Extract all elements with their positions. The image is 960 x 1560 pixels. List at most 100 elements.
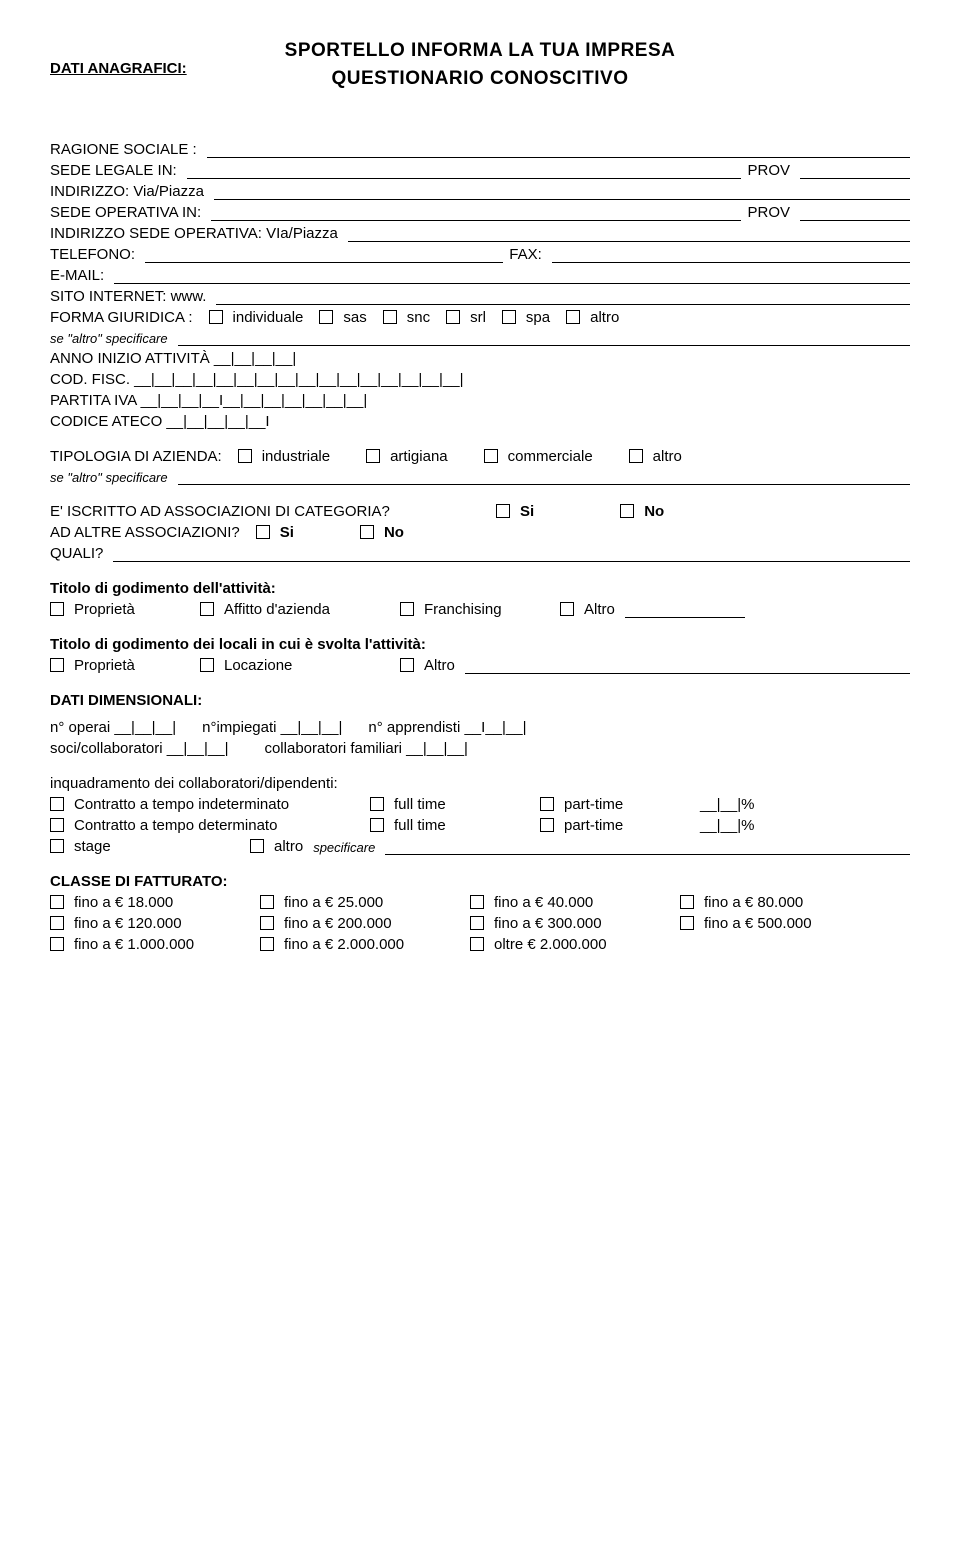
field-telefono[interactable] [145, 247, 503, 263]
checkbox-sas[interactable] [319, 310, 333, 324]
checkbox-indet[interactable] [50, 797, 64, 811]
checkbox-altre-assoc-si[interactable] [256, 525, 270, 539]
checkbox-ga-proprieta[interactable] [50, 602, 64, 616]
checkbox-f-oltre2m[interactable] [470, 937, 484, 951]
field-dim-altro[interactable] [385, 839, 910, 855]
checkbox-det-parttime[interactable] [540, 818, 554, 832]
opt-f-25: fino a € 25.000 [284, 894, 454, 911]
label-cod-fisc: COD. FISC. __|__|__|__|__|__|__|__|__|__… [50, 371, 463, 388]
field-se-altro-tipologia[interactable] [178, 469, 910, 485]
row-indirizzo-sede-op: INDIRIZZO SEDE OPERATIVA: VIa/Piazza [50, 225, 910, 242]
checkbox-gl-proprieta[interactable] [50, 658, 64, 672]
checkbox-spa[interactable] [502, 310, 516, 324]
checkbox-dim-altro[interactable] [250, 839, 264, 853]
checkbox-f-2m[interactable] [260, 937, 274, 951]
field-indirizzo-sede-op[interactable] [348, 226, 910, 242]
checkbox-det-fulltime[interactable] [370, 818, 384, 832]
opt-forma-altro: altro [590, 309, 619, 326]
label-indet-pct: __|__|% [700, 796, 755, 813]
field-ga-altro[interactable] [625, 602, 745, 618]
label-no-2: No [384, 524, 404, 541]
label-anno-inizio: ANNO INIZIO ATTIVITÀ __|__|__|__| [50, 350, 296, 367]
field-prov-1[interactable] [800, 163, 910, 179]
checkbox-f-1m[interactable] [50, 937, 64, 951]
checkbox-altre-assoc-no[interactable] [360, 525, 374, 539]
label-det-fulltime: full time [394, 817, 524, 834]
field-se-altro-forma[interactable] [178, 330, 910, 346]
opt-commerciale: commerciale [508, 448, 593, 465]
checkbox-stage[interactable] [50, 839, 64, 853]
opt-gl-altro: Altro [424, 657, 455, 674]
label-telefono: TELEFONO: [50, 246, 135, 263]
row-email: E-MAIL: [50, 267, 910, 284]
field-sede-legale[interactable] [187, 163, 742, 179]
opt-ga-proprieta: Proprietà [74, 601, 184, 618]
opt-f-200: fino a € 200.000 [284, 915, 454, 932]
opt-artigiana: artigiana [390, 448, 448, 465]
checkbox-artigiana[interactable] [366, 449, 380, 463]
label-indet-fulltime: full time [394, 796, 524, 813]
checkbox-srl[interactable] [446, 310, 460, 324]
checkbox-f-200[interactable] [260, 916, 274, 930]
label-sito: SITO INTERNET: www. [50, 288, 206, 305]
title-godimento-attivita: Titolo di godimento dell'attività: [50, 580, 910, 597]
checkbox-gl-altro[interactable] [400, 658, 414, 672]
field-fax[interactable] [552, 247, 910, 263]
row-indirizzo: INDIRIZZO: Via/Piazza [50, 183, 910, 200]
checkbox-f-25[interactable] [260, 895, 274, 909]
label-ragione-sociale: RAGIONE SOCIALE : [50, 141, 197, 158]
opt-spa: spa [526, 309, 550, 326]
label-tipologia: TIPOLOGIA DI AZIENDA: [50, 448, 222, 465]
row-dimensionali-2: soci/collaboratori __|__|__| collaborato… [50, 740, 910, 757]
checkbox-industriale[interactable] [238, 449, 252, 463]
row-fatturato-3: fino a € 1.000.000 fino a € 2.000.000 ol… [50, 936, 910, 953]
label-indirizzo-sede-op: INDIRIZZO SEDE OPERATIVA: VIa/Piazza [50, 225, 338, 242]
checkbox-tipologia-altro[interactable] [629, 449, 643, 463]
opt-f-120: fino a € 120.000 [74, 915, 244, 932]
checkbox-ga-affitto[interactable] [200, 602, 214, 616]
field-sede-operativa[interactable] [211, 205, 741, 221]
opt-f-oltre2m: oltre € 2.000.000 [494, 936, 607, 953]
checkbox-ga-altro[interactable] [560, 602, 574, 616]
row-se-altro-tipologia: se "altro" specificare [50, 469, 910, 485]
label-inquadramento: inquadramento dei collaboratori/dipenden… [50, 775, 338, 792]
label-altre-assoc: AD ALTRE ASSOCIAZIONI? [50, 524, 240, 541]
row-stage-altro: stage altro specificare [50, 838, 910, 855]
opt-f-500: fino a € 500.000 [704, 915, 812, 932]
field-gl-altro[interactable] [465, 658, 910, 674]
field-email[interactable] [114, 268, 910, 284]
opt-f-18: fino a € 18.000 [74, 894, 244, 911]
checkbox-snc[interactable] [383, 310, 397, 324]
field-quali[interactable] [113, 546, 910, 562]
label-prov-1: PROV [747, 162, 790, 179]
checkbox-indet-fulltime[interactable] [370, 797, 384, 811]
checkbox-det[interactable] [50, 818, 64, 832]
checkbox-f-18[interactable] [50, 895, 64, 909]
checkbox-forma-altro[interactable] [566, 310, 580, 324]
field-prov-2[interactable] [800, 205, 910, 221]
checkbox-f-80[interactable] [680, 895, 694, 909]
checkbox-indet-parttime[interactable] [540, 797, 554, 811]
checkbox-gl-locazione[interactable] [200, 658, 214, 672]
label-quali: QUALI? [50, 545, 103, 562]
checkbox-commerciale[interactable] [484, 449, 498, 463]
checkbox-assoc-cat-no[interactable] [620, 504, 634, 518]
row-dimensionali-1: n° operai __|__|__| n°impiegati __|__|__… [50, 719, 910, 736]
checkbox-individuale[interactable] [209, 310, 223, 324]
checkbox-f-500[interactable] [680, 916, 694, 930]
field-sito[interactable] [216, 289, 910, 305]
checkbox-f-40[interactable] [470, 895, 484, 909]
checkbox-ga-franchising[interactable] [400, 602, 414, 616]
checkbox-assoc-cat-si[interactable] [496, 504, 510, 518]
field-ragione-sociale[interactable] [207, 142, 910, 158]
label-indet: Contratto a tempo indeterminato [74, 796, 354, 813]
label-soci: soci/collaboratori __|__|__| [50, 740, 228, 757]
label-se-altro-forma: se "altro" specificare [50, 331, 168, 346]
row-godimento-locali: Proprietà Locazione Altro [50, 657, 910, 674]
checkbox-f-120[interactable] [50, 916, 64, 930]
label-dim-altro: altro [274, 838, 303, 855]
field-indirizzo[interactable] [214, 184, 910, 200]
checkbox-f-300[interactable] [470, 916, 484, 930]
row-anno-inizio: ANNO INIZIO ATTIVITÀ __|__|__|__| [50, 350, 910, 367]
label-indirizzo: INDIRIZZO: Via/Piazza [50, 183, 204, 200]
